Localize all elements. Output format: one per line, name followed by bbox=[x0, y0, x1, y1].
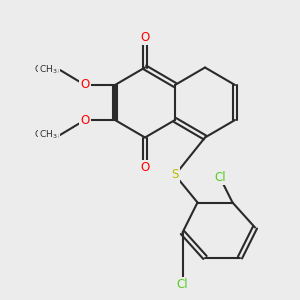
Text: O: O bbox=[140, 31, 150, 44]
Text: CH$_3$: CH$_3$ bbox=[39, 64, 58, 76]
Text: S: S bbox=[171, 169, 179, 182]
Text: Cl: Cl bbox=[177, 278, 188, 292]
Text: OCH$_3$: OCH$_3$ bbox=[34, 64, 60, 76]
Text: O: O bbox=[80, 79, 90, 92]
Text: O: O bbox=[140, 161, 150, 174]
Text: Cl: Cl bbox=[214, 171, 226, 184]
Text: CH$_3$: CH$_3$ bbox=[39, 129, 58, 141]
Text: OCH$_3$: OCH$_3$ bbox=[34, 129, 60, 141]
Text: O: O bbox=[80, 113, 90, 127]
